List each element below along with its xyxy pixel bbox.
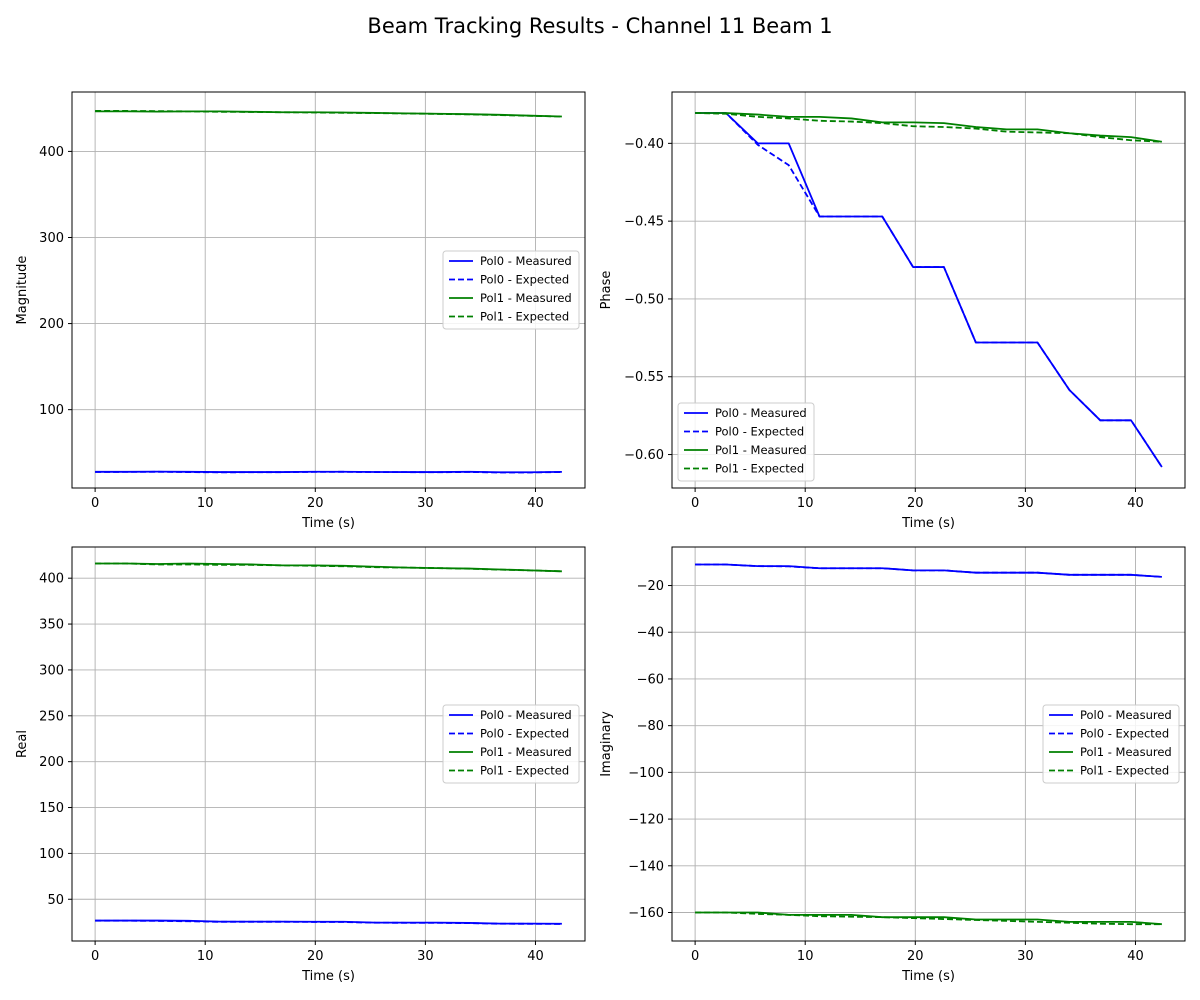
x-tick-label: 30 xyxy=(1017,949,1034,964)
x-tick-label: 0 xyxy=(691,496,699,511)
x-tick-label: 0 xyxy=(91,949,99,964)
legend-label: Pol0 - Measured xyxy=(715,406,807,420)
legend-box xyxy=(677,402,815,482)
legend-label: Pol1 - Measured xyxy=(1080,745,1172,759)
y-tick-label: −40 xyxy=(637,626,664,641)
series-line-pol0-expected xyxy=(695,112,1163,468)
legend-real: Pol0 - Measured Pol0 - Expected Pol1 - Mea… xyxy=(442,704,580,784)
legend-label: Pol1 - Expected xyxy=(715,462,804,476)
y-tick-label: 200 xyxy=(39,755,64,770)
x-axis-label: Time (s) xyxy=(301,516,355,531)
x-tick-label: 40 xyxy=(1127,496,1144,511)
legend-label: Pol1 - Expected xyxy=(1080,764,1169,778)
y-tick-label: −0.45 xyxy=(624,215,664,230)
x-tick-label: 10 xyxy=(797,496,814,511)
y-tick-label: −20 xyxy=(637,579,664,594)
x-tick-label: 30 xyxy=(417,496,434,511)
y-tick-label: −60 xyxy=(637,672,664,687)
subplot-phase: 0 10 20 30 40 −0.60 −0.55 −0.50 −0.45 −0.40 Time (… xyxy=(599,91,1186,531)
legend-label: Pol1 - Expected xyxy=(480,764,569,778)
legend-label: Pol1 - Expected xyxy=(480,310,569,324)
legend-box xyxy=(442,250,580,330)
grid-real xyxy=(72,547,585,941)
x-tick-label: 10 xyxy=(197,949,214,964)
y-axis-label: Real xyxy=(15,730,30,758)
x-tick-label: 40 xyxy=(527,496,544,511)
x-tick-label: 0 xyxy=(691,949,699,964)
legend-label: Pol0 - Measured xyxy=(480,254,572,268)
y-tick-label: −140 xyxy=(628,859,664,874)
legend-phase: Pol0 - Measured Pol0 - Expected Pol1 - Mea… xyxy=(677,402,815,482)
y-tick-label: 400 xyxy=(39,572,64,587)
x-tick-label: 20 xyxy=(307,949,324,964)
x-tick-label: 0 xyxy=(91,496,99,511)
series-line-pol1-measured xyxy=(695,112,1163,143)
series-line-pol1-expected xyxy=(695,911,1162,926)
y-tick-label: 50 xyxy=(47,893,64,908)
legend-label: Pol0 - Expected xyxy=(715,425,804,439)
series-line-pol1-expected xyxy=(95,562,562,573)
x-tick-label: 20 xyxy=(907,949,924,964)
legend-label: Pol0 - Expected xyxy=(1080,727,1169,741)
y-tick-label: −0.50 xyxy=(624,292,664,307)
series-line-pol0-expected xyxy=(95,919,562,925)
figure-title: Beam Tracking Results - Channel 11 Beam … xyxy=(367,14,833,38)
y-tick-label: 300 xyxy=(39,231,64,246)
legend-magnitude: Pol0 - Measured Pol0 - Expected Pol1 - Mea… xyxy=(442,250,580,330)
x-tick-label: 40 xyxy=(527,949,544,964)
y-tick-label: 100 xyxy=(39,403,64,418)
series-line-pol1-measured xyxy=(695,911,1162,926)
x-axis-label: Time (s) xyxy=(301,969,355,984)
axes-frame-phase xyxy=(671,91,1186,489)
y-tick-label: 200 xyxy=(39,317,64,332)
y-tick-label: 250 xyxy=(39,709,64,724)
subplot-imaginary: 0 10 20 30 40 −160 −140 −120 −100 −80 −60 −40 −20 Tim… xyxy=(599,546,1186,984)
x-tick-label: 20 xyxy=(307,496,324,511)
legend-label: Pol1 - Measured xyxy=(480,745,572,759)
series-line-pol0-expected xyxy=(695,563,1162,578)
subplot-real: 0 10 20 30 40 50 100 150 200 250 300 350 400 Time (s)… xyxy=(15,546,586,984)
y-tick-label: −120 xyxy=(628,813,664,828)
legend-label: Pol0 - Measured xyxy=(1080,708,1172,722)
x-tick-label: 20 xyxy=(907,496,924,511)
y-tick-label: −0.40 xyxy=(624,137,664,152)
legend-box xyxy=(1042,704,1180,784)
y-tick-label: 300 xyxy=(39,663,64,678)
legend-box xyxy=(442,704,580,784)
y-tick-label: 400 xyxy=(39,145,64,160)
y-tick-label: 100 xyxy=(39,847,64,862)
axes-frame-real xyxy=(71,546,586,942)
x-tick-label: 40 xyxy=(1127,949,1144,964)
y-tick-label: −160 xyxy=(628,906,664,921)
axes-frame-magnitude xyxy=(71,91,586,489)
y-tick-label: 150 xyxy=(39,801,64,816)
series-line-pol1-expected xyxy=(695,112,1162,143)
subplot-magnitude: 0 10 20 30 40 100 200 300 400 Time (s) Magnitude Po… xyxy=(15,91,586,531)
legend-label: Pol0 - Expected xyxy=(480,727,569,741)
x-tick-label: 30 xyxy=(417,949,434,964)
axes-frame-imaginary xyxy=(671,546,1186,942)
series-line-pol1-expected xyxy=(95,110,562,118)
legend-imaginary: Pol0 - Measured Pol0 - Expected Pol1 - Mea… xyxy=(1042,704,1180,784)
x-axis-label: Time (s) xyxy=(901,516,955,531)
x-tick-label: 10 xyxy=(197,496,214,511)
y-axis-label: Imaginary xyxy=(599,711,614,777)
y-tick-label: −80 xyxy=(637,719,664,734)
legend-label: Pol1 - Measured xyxy=(480,291,572,305)
y-tick-label: −0.55 xyxy=(624,370,664,385)
y-axis-label: Magnitude xyxy=(15,256,30,325)
x-axis-label: Time (s) xyxy=(901,969,955,984)
y-axis-label: Phase xyxy=(599,271,614,310)
y-tick-label: −0.60 xyxy=(624,448,664,463)
y-tick-label: 350 xyxy=(39,618,64,633)
legend-label: Pol1 - Measured xyxy=(715,443,807,457)
y-tick-label: −100 xyxy=(628,766,664,781)
x-tick-label: 30 xyxy=(1017,496,1034,511)
legend-label: Pol0 - Measured xyxy=(480,708,572,722)
legend-label: Pol0 - Expected xyxy=(480,273,569,287)
series-line-pol0-expected xyxy=(95,470,562,474)
x-tick-label: 10 xyxy=(797,949,814,964)
